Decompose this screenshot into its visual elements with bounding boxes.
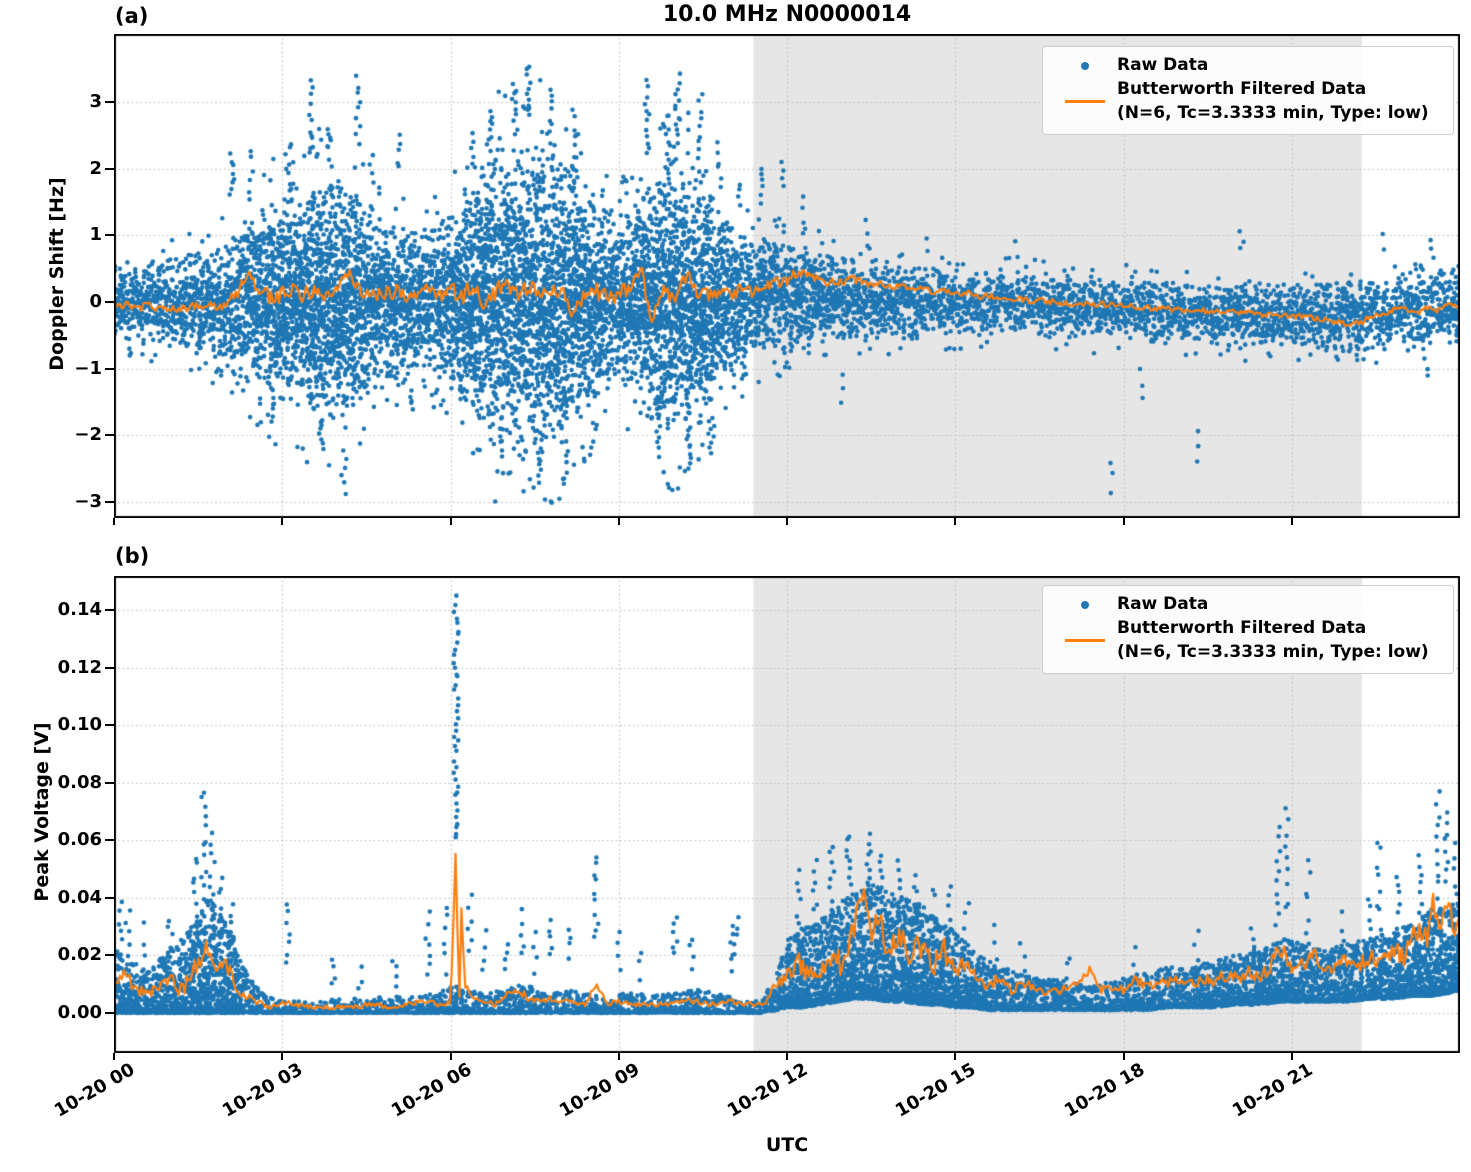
y-tick-label: 0.14 (57, 598, 102, 620)
x-axis-label: UTC (765, 1134, 809, 1156)
legend-filtered-sublabel: (N=6, Tc=3.3333 min, Type: low) (1117, 102, 1429, 123)
x-tick-mark (1290, 518, 1293, 525)
y-tick-mark (105, 608, 114, 611)
panel-a-legend: Raw Data Butterworth Filtered Data (N=6,… (1042, 46, 1454, 136)
filtered-line-icon (1065, 638, 1105, 643)
y-tick-mark (105, 501, 114, 503)
legend-raw-label: Raw Data (1117, 55, 1209, 75)
x-tick-mark (1290, 1053, 1293, 1060)
panel-b-ylabel: Peak Voltage [V] (31, 722, 53, 902)
x-tick-mark (786, 1053, 788, 1060)
x-tick-mark (617, 518, 620, 525)
y-tick-mark (105, 896, 114, 899)
y-tick-label: 0.10 (57, 714, 102, 736)
y-tick-mark (105, 1011, 114, 1014)
y-tick-label: 1 (89, 224, 102, 246)
x-tick-mark (449, 518, 452, 525)
x-tick-mark (954, 518, 957, 525)
x-tick-label: 10-20 09 (555, 1059, 644, 1122)
x-tick-mark (617, 1053, 620, 1060)
x-tick-mark (1122, 518, 1125, 525)
legend-raw-label: Raw Data (1117, 594, 1209, 614)
y-tick-mark (105, 301, 114, 303)
x-tick-label: 10-20 00 (51, 1059, 139, 1122)
y-tick-mark (105, 954, 114, 957)
legend-filtered-row: Butterworth Filtered Data (N=6, Tc=3.333… (1053, 78, 1443, 126)
legend-filtered-row: Butterworth Filtered Data (N=6, Tc=3.333… (1053, 617, 1443, 665)
figure-title: 10.0 MHz N0000014 (662, 2, 912, 27)
y-tick-label: 0.06 (57, 829, 102, 851)
y-tick-label: 0.08 (57, 771, 102, 793)
panel-a-tag: (a) (115, 4, 149, 28)
x-tick-label: 10-20 03 (219, 1059, 307, 1122)
panel-b-tag: (b) (115, 544, 150, 568)
raw-data-dot-icon (1081, 61, 1089, 70)
y-tick-label: 0 (89, 291, 102, 312)
x-tick-label: 10-20 21 (1228, 1059, 1317, 1122)
y-tick-label: −3 (74, 491, 102, 512)
x-tick-label: 10-20 15 (892, 1059, 980, 1122)
y-tick-mark (105, 234, 114, 237)
raw-data-dot-icon (1081, 600, 1089, 609)
legend-filtered-label: Butterworth Filtered Data (1117, 617, 1367, 638)
y-tick-label: −1 (74, 357, 102, 379)
x-tick-label: 10-20 18 (1060, 1059, 1148, 1122)
x-tick-mark (113, 518, 115, 525)
y-tick-mark (105, 839, 114, 842)
x-tick-mark (786, 518, 788, 525)
y-tick-label: 0.00 (57, 1001, 102, 1023)
y-tick-mark (105, 167, 114, 170)
x-tick-mark (281, 1053, 284, 1060)
x-tick-mark (113, 1053, 115, 1060)
panel-b-legend: Raw Data Butterworth Filtered Data (N=6,… (1042, 585, 1454, 675)
y-tick-mark (105, 101, 114, 103)
x-tick-label: 10-20 12 (724, 1059, 812, 1122)
y-tick-mark (105, 724, 114, 727)
x-tick-mark (449, 1053, 452, 1060)
filtered-line-icon (1065, 99, 1105, 104)
y-tick-label: 0.12 (57, 656, 102, 678)
x-tick-mark (281, 518, 284, 525)
legend-raw-row: Raw Data (1053, 54, 1443, 78)
y-tick-label: 2 (89, 157, 102, 179)
legend-raw-row: Raw Data (1053, 593, 1443, 617)
y-tick-label: −2 (74, 424, 102, 446)
legend-filtered-sublabel: (N=6, Tc=3.3333 min, Type: low) (1117, 641, 1429, 662)
y-tick-label: 0.04 (57, 886, 102, 908)
legend-filtered-label: Butterworth Filtered Data (1117, 78, 1367, 99)
y-tick-mark (105, 781, 114, 784)
x-tick-mark (1122, 1053, 1125, 1060)
y-tick-label: 0.02 (57, 944, 102, 966)
y-tick-mark (105, 434, 114, 437)
x-tick-mark (954, 1053, 957, 1060)
y-tick-mark (105, 367, 114, 370)
y-tick-label: 3 (89, 91, 102, 112)
y-tick-mark (105, 666, 114, 669)
x-tick-label: 10-20 06 (387, 1059, 475, 1122)
